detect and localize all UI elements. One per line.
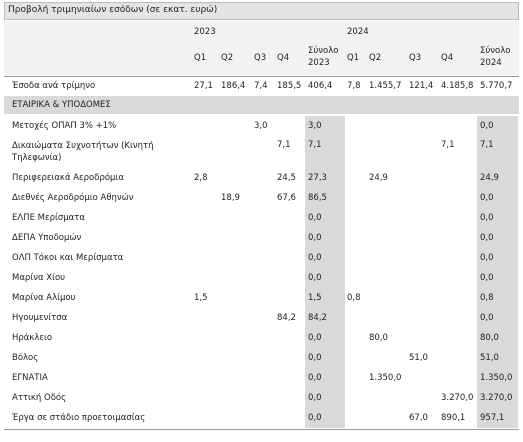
row-label: ΟΛΠ Τόκοι και Μερίσματα bbox=[12, 253, 124, 263]
cell: 1.350,0 bbox=[369, 373, 402, 383]
row-label: Αττική Οδός bbox=[12, 393, 67, 403]
total-shade bbox=[305, 116, 345, 428]
cell: 18,9 bbox=[221, 193, 240, 203]
row-label: Βόλος bbox=[12, 353, 39, 363]
row-label: Δικαιώματα Συχνοτήτων (Κινητή Τηλεφωνία) bbox=[12, 141, 154, 163]
cell: 1.455,7 bbox=[369, 81, 402, 91]
cell: 86,5 bbox=[308, 193, 327, 203]
row-label: ΕΛΠΕ Μερίσματα bbox=[12, 213, 85, 223]
cell: 3,0 bbox=[308, 121, 322, 131]
row-label: ΕΓΝΑΤΙΑ bbox=[12, 373, 48, 383]
column-header: Q4 bbox=[441, 53, 454, 63]
cell: 0,0 bbox=[308, 353, 322, 363]
column-header: Q1 bbox=[347, 53, 360, 63]
cell: 67,0 bbox=[409, 413, 428, 423]
row-label: Διεθνές Αεροδρόμιο Αθηνών bbox=[12, 193, 134, 203]
cell: 890,1 bbox=[441, 413, 466, 423]
cell: 0,0 bbox=[308, 253, 322, 263]
row-label: Μαρίνα Αλίμου bbox=[12, 293, 76, 303]
cell: 3.270,0 bbox=[441, 393, 474, 403]
row-label: Μετοχές ΟΠΑΠ 3% +1% bbox=[12, 121, 117, 131]
cell: 186,4 bbox=[221, 81, 246, 91]
cell: 0,0 bbox=[480, 213, 494, 223]
column-header: Σύνολο 2023 bbox=[308, 46, 339, 68]
cell: 0,8 bbox=[480, 293, 494, 303]
row-label: Έργα σε στάδιο προετοιμασίας bbox=[12, 413, 146, 423]
cell: 51,0 bbox=[409, 353, 428, 363]
cell: 2,8 bbox=[194, 173, 208, 183]
cell: 0,0 bbox=[308, 333, 322, 343]
cell: 1.350,0 bbox=[480, 373, 513, 383]
cell: 84,2 bbox=[308, 313, 327, 323]
cell: 84,2 bbox=[277, 313, 296, 323]
cell: 7,8 bbox=[347, 81, 361, 91]
cell: 1,5 bbox=[194, 293, 208, 303]
cell: 7,4 bbox=[254, 81, 268, 91]
cell: 24,5 bbox=[277, 173, 296, 183]
cell: 24,9 bbox=[480, 173, 499, 183]
row-label: Ηράκλειο bbox=[12, 333, 53, 343]
cell: 0,8 bbox=[347, 293, 361, 303]
cell: 4.185,8 bbox=[441, 81, 474, 91]
cell: 5.770,7 bbox=[480, 81, 513, 91]
section-bg bbox=[4, 96, 519, 114]
cell: 0,0 bbox=[308, 273, 322, 283]
row-label: Μαρίνα Χίου bbox=[12, 273, 66, 283]
title: Προβολή τριμηνιαίων εσόδων (σε εκατ. ευρ… bbox=[8, 5, 218, 15]
row-label: ΔΕΠΑ Υποδομών bbox=[12, 233, 82, 243]
cell: 121,4 bbox=[409, 81, 434, 91]
row-label: Ηγουμενίτσα bbox=[12, 313, 68, 323]
cell: 7,1 bbox=[441, 140, 455, 150]
cell: 24,9 bbox=[369, 173, 388, 183]
cell: 0,0 bbox=[480, 313, 494, 323]
year-label: 2023 bbox=[194, 27, 216, 37]
header-rule bbox=[4, 76, 519, 77]
cell: 0,0 bbox=[480, 253, 494, 263]
cell: 1,5 bbox=[308, 293, 322, 303]
cell: 67,6 bbox=[277, 193, 296, 203]
column-header: Q4 bbox=[277, 53, 290, 63]
cell: 7,1 bbox=[277, 140, 291, 150]
title-bar bbox=[4, 2, 519, 20]
cell: 3.270,0 bbox=[480, 393, 513, 403]
cell: 0,0 bbox=[308, 373, 322, 383]
cell: 3,0 bbox=[254, 121, 268, 131]
row-label: Έσοδα ανά τρίμηνο bbox=[12, 81, 96, 91]
cell: 0,0 bbox=[480, 193, 494, 203]
cell: 51,0 bbox=[480, 353, 499, 363]
cell: 0,0 bbox=[308, 233, 322, 243]
year-label: 2024 bbox=[347, 27, 369, 37]
cell: 27,1 bbox=[194, 81, 213, 91]
column-header: Q3 bbox=[409, 53, 422, 63]
cell: 0,0 bbox=[480, 121, 494, 131]
cell: 80,0 bbox=[480, 333, 499, 343]
cell: 0,0 bbox=[480, 273, 494, 283]
cell: 27,3 bbox=[308, 173, 327, 183]
column-header: Σύνολο 2024 bbox=[480, 46, 511, 68]
column-header: Q2 bbox=[221, 53, 234, 63]
cell: 957,1 bbox=[480, 413, 505, 423]
cell: 7,1 bbox=[480, 140, 494, 150]
cell: 0,0 bbox=[480, 233, 494, 243]
column-header: Q3 bbox=[254, 53, 267, 63]
column-header: Q1 bbox=[194, 53, 207, 63]
total-shade bbox=[477, 116, 518, 428]
cell: 80,0 bbox=[369, 333, 388, 343]
cell: 0,0 bbox=[308, 413, 322, 423]
cell: 0,0 bbox=[308, 213, 322, 223]
cell: 406,4 bbox=[308, 81, 333, 91]
bottom-rule bbox=[4, 429, 519, 430]
column-header: Q2 bbox=[369, 53, 382, 63]
section-label: ΕΤΑΙΡΙΚΑ & ΥΠΟΔΟΜΕΣ bbox=[12, 100, 111, 110]
cell: 7,1 bbox=[308, 140, 322, 150]
header-bg bbox=[4, 21, 519, 75]
row-label: Περιφερειακά Αεροδρόμια bbox=[12, 173, 124, 183]
cell: 0,0 bbox=[308, 393, 322, 403]
cell: 185,5 bbox=[277, 81, 302, 91]
